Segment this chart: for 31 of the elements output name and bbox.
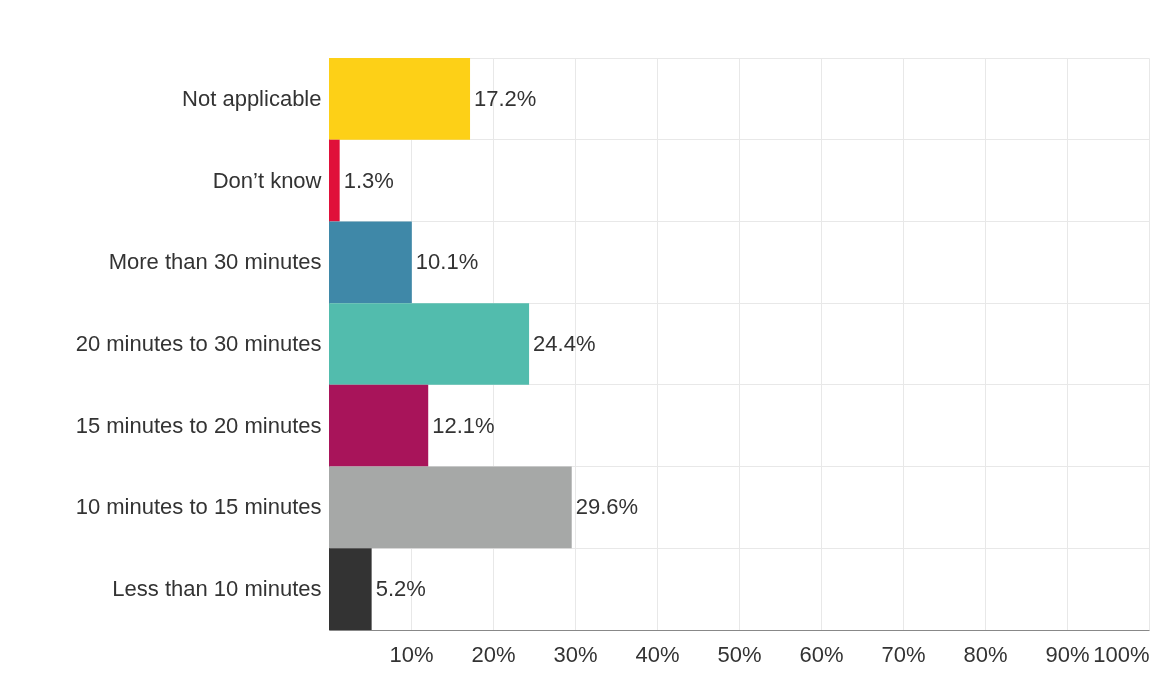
x-tick-label: 100% [1093,641,1150,667]
x-tick-label: 10% [389,641,434,667]
data-label: 17.2% [474,85,537,111]
y-tick-label: More than 30 minutes [108,249,322,275]
data-label: 12.1% [432,412,495,438]
data-label: 24.4% [533,331,596,356]
bar [329,384,429,467]
x-tick-label: 80% [963,641,1008,667]
y-tick-label: 10 minutes to 15 minutes [75,494,322,520]
y-tick-label: 20 minutes to 30 minutes [75,331,322,356]
x-tick-label: 60% [799,641,844,667]
data-label: 5.2% [375,576,426,602]
data-label: 10.1% [415,249,479,275]
y-tick-label: Don’t know [212,167,322,193]
bar [329,58,471,140]
x-tick-label: 20% [471,641,516,667]
bar [329,139,340,222]
x-tick-label: 50% [717,641,762,667]
x-tick-label: 40% [635,641,680,667]
y-tick-label: 15 minutes to 20 minutes [75,412,322,438]
bar [329,221,412,304]
y-tick-label: Less than 10 minutes [112,576,322,602]
bar [329,548,372,630]
data-label: 29.6% [575,494,639,520]
bar [329,466,572,549]
data-label: 1.3% [343,167,394,193]
bar [329,303,530,385]
x-tick-label: 90% [1045,641,1090,667]
x-tick-label: 70% [881,641,926,667]
y-tick-label: Not applicable [182,85,322,111]
x-tick-label: 30% [553,641,598,667]
